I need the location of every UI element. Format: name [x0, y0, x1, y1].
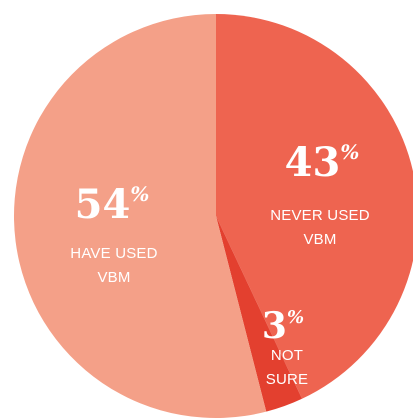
pie-slice-not-sure: [216, 216, 303, 412]
percent-value-have-used-vbm: 54: [75, 181, 131, 228]
percent-symbol-not-sure: %: [287, 307, 304, 328]
percent-symbol-have-used-vbm: %: [130, 182, 149, 206]
data-label-never-used-vbm: 43%: [285, 139, 360, 186]
percent-symbol-never-used-vbm: %: [340, 140, 359, 164]
data-label-have-used-vbm: 54%: [75, 181, 150, 228]
data-label-not-sure: 3%: [262, 305, 304, 347]
slice-label-have-used-vbm-line-2: VBM: [97, 269, 130, 286]
slice-label-have-used-vbm-line-1: HAVE USED: [70, 245, 157, 262]
slice-label-never-used-vbm-line-2: VBM: [303, 231, 336, 248]
slice-label-not-sure-line-2: SURE: [266, 371, 308, 388]
pie-slice-have-used-vbm: [13, 13, 267, 419]
slice-label-never-used-vbm-line-1: NEVER USED: [270, 207, 370, 224]
percent-value-not-sure: 3: [262, 305, 287, 347]
slice-label-not-sure-line-1: NOT: [271, 347, 303, 364]
pie-slice-never-used-vbm: [216, 14, 413, 399]
percent-value-never-used-vbm: 43: [285, 139, 341, 186]
